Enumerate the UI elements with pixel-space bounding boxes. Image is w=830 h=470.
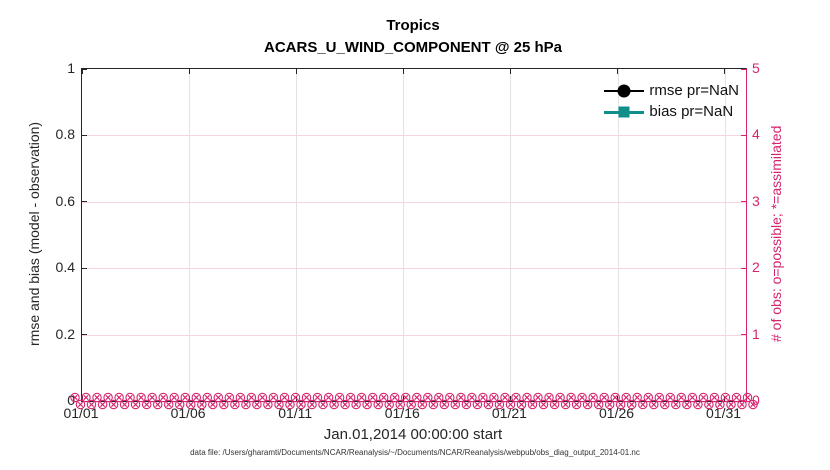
x-tick-label: 01/26: [598, 405, 635, 421]
right-tick-label: 3: [752, 192, 760, 209]
left-tick-label: 0.4: [55, 259, 75, 276]
legend-label-bias: bias pr=NaN: [649, 103, 734, 120]
chart-title-variable: ACARS_U_WIND_COMPONENT @ 25 hPa: [263, 39, 562, 56]
data-file-footer: data file: /Users/gharamti/Documents/NCA…: [190, 448, 640, 457]
x-tick-label: 01/01: [63, 405, 99, 421]
right-tick-mark: [741, 201, 746, 203]
chart-title-region: Tropics: [386, 17, 440, 34]
left-tick-mark: [82, 334, 87, 336]
right-tick-label: 5: [752, 60, 760, 76]
left-tick-label: 0.6: [55, 192, 75, 209]
x-tick-mark-top: [617, 69, 619, 74]
vertical-gridline: [296, 69, 298, 401]
vertical-gridline: [510, 69, 512, 401]
bias-line-marker-icon: [604, 104, 645, 119]
x-tick-mark: [402, 396, 404, 401]
x-tick-mark-top: [402, 69, 404, 74]
legend: rmse pr=NaN bias pr=NaN: [604, 80, 739, 122]
vertical-gridline: [724, 69, 726, 401]
x-tick-mark-top: [509, 69, 511, 74]
horizontal-gridline: [82, 334, 746, 336]
right-axis-label: # of obs: o=possible; *=assimilated: [768, 125, 784, 343]
right-tick-label: 1: [752, 325, 760, 342]
vertical-gridline: [189, 69, 191, 401]
horizontal-gridline: [82, 201, 746, 203]
x-tick-mark-top: [295, 69, 297, 74]
left-tick-mark: [82, 134, 87, 136]
left-tick-mark: [82, 267, 87, 269]
right-tick-label: 4: [752, 126, 760, 143]
legend-row-bias: bias pr=NaN: [604, 101, 739, 122]
x-tick-mark: [509, 396, 511, 401]
vertical-gridline: [403, 69, 405, 401]
rmse-line-marker-icon: [604, 83, 645, 98]
x-tick-mark-top: [188, 69, 190, 74]
horizontal-gridline: [82, 135, 746, 137]
vertical-gridline: [617, 69, 619, 401]
x-tick-mark-top: [81, 69, 83, 74]
left-tick-mark: [82, 68, 87, 70]
chart-title: Tropics ACARS_U_WIND_COMPONENT @ 25 hPa: [81, 15, 745, 59]
right-tick-mark: [741, 68, 746, 70]
right-tick-label: 2: [752, 259, 760, 276]
plot-area: rmse pr=NaN bias pr=NaN: [70, 68, 758, 410]
legend-label-rmse: rmse pr=NaN: [649, 82, 739, 99]
left-tick-mark: [82, 201, 87, 203]
x-tick-label: 01/11: [278, 405, 313, 421]
right-tick-mark: [741, 334, 746, 336]
right-tick-label: 0: [752, 392, 760, 408]
right-tick-mark: [741, 267, 746, 269]
left-axis-label: rmse and bias (model - observation): [26, 121, 42, 347]
right-tick-mark: [741, 134, 746, 136]
obs-count-marker-band: [70, 392, 758, 410]
left-tick-label: 0.2: [55, 325, 75, 342]
left-tick-label: 0.8: [55, 126, 75, 143]
left-tick-label: 0: [67, 392, 75, 408]
x-axis-label: Jan.01,2014 00:00:00 start: [323, 426, 503, 443]
left-tick-label: 1: [67, 60, 75, 76]
x-tick-mark: [617, 396, 619, 401]
x-tick-mark-top: [724, 69, 726, 74]
legend-row-rmse: rmse pr=NaN: [604, 80, 739, 101]
horizontal-gridline: [82, 268, 746, 270]
